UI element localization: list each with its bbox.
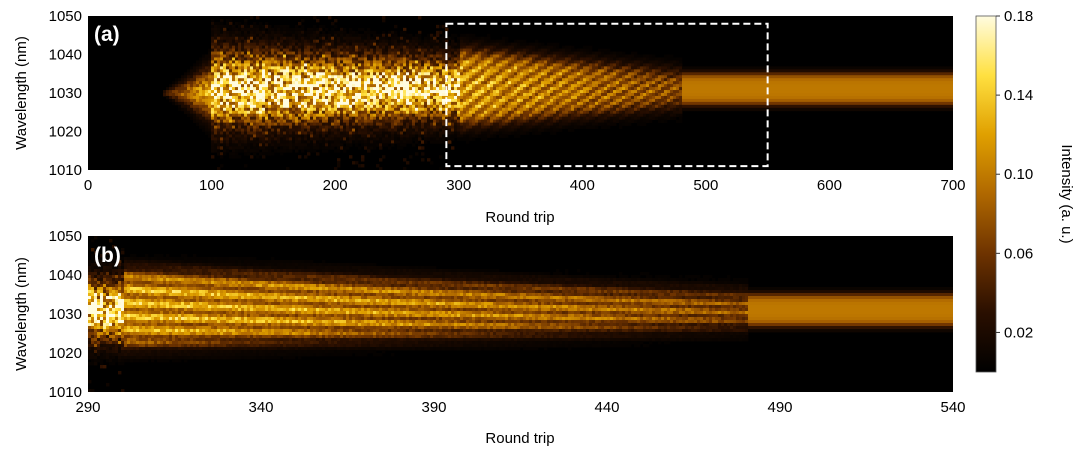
panel-a-ylabel: Wavelength (nm) <box>13 36 30 150</box>
panel-b-label: (b) <box>94 244 121 267</box>
colorbar-tick-label: 0.14 <box>1004 87 1033 104</box>
x-tick-label: 290 <box>75 399 100 416</box>
y-tick-label: 1020 <box>49 345 82 362</box>
panel-b-x-ticks: 290 340 390 440 490 540 <box>75 399 965 416</box>
y-tick-label: 1010 <box>49 162 82 179</box>
panel-a-label: (a) <box>94 23 120 46</box>
x-tick-label: 600 <box>817 177 842 194</box>
colorbar-gradient <box>976 16 996 372</box>
colorbar: 0.02 0.06 0.10 0.14 0.18 Intensity (a. u.) <box>976 8 1075 372</box>
x-tick-label: 200 <box>323 177 348 194</box>
y-tick-label: 1040 <box>49 47 82 64</box>
y-tick-label: 1050 <box>49 228 82 245</box>
panel-a-xlabel: Round trip <box>485 209 554 226</box>
colorbar-tick-label: 0.10 <box>1004 166 1033 183</box>
panel-b-ylabel: Wavelength (nm) <box>13 257 30 371</box>
x-tick-label: 100 <box>199 177 224 194</box>
x-tick-label: 300 <box>446 177 471 194</box>
x-tick-label: 390 <box>421 399 446 416</box>
panel-a: (a) 1010 1020 1030 1040 1050 0 100 200 300 400 50… <box>13 8 966 226</box>
x-tick-label: 500 <box>693 177 718 194</box>
x-tick-label: 0 <box>84 177 92 194</box>
colorbar-tick-label: 0.02 <box>1004 324 1033 341</box>
y-tick-label: 1020 <box>49 124 82 141</box>
x-tick-label: 340 <box>248 399 273 416</box>
x-tick-label: 540 <box>940 399 965 416</box>
colorbar-label: Intensity (a. u.) <box>1058 144 1075 243</box>
colorbar-tick-label: 0.18 <box>1004 8 1033 25</box>
colorbar-ticks: 0.02 0.06 0.10 0.14 0.18 <box>996 8 1033 341</box>
x-tick-label: 400 <box>570 177 595 194</box>
x-tick-label: 700 <box>940 177 965 194</box>
y-tick-label: 1030 <box>49 85 82 102</box>
y-tick-label: 1050 <box>49 8 82 25</box>
panel-a-x-ticks: 0 100 200 300 400 500 600 700 <box>84 177 966 194</box>
panel-a-y-ticks: 1010 1020 1030 1040 1050 <box>49 8 82 179</box>
x-tick-label: 440 <box>594 399 619 416</box>
colorbar-tick-label: 0.06 <box>1004 245 1033 262</box>
y-tick-label: 1030 <box>49 306 82 323</box>
x-tick-label: 490 <box>767 399 792 416</box>
y-tick-label: 1040 <box>49 267 82 284</box>
panel-b-xlabel: Round trip <box>485 430 554 447</box>
